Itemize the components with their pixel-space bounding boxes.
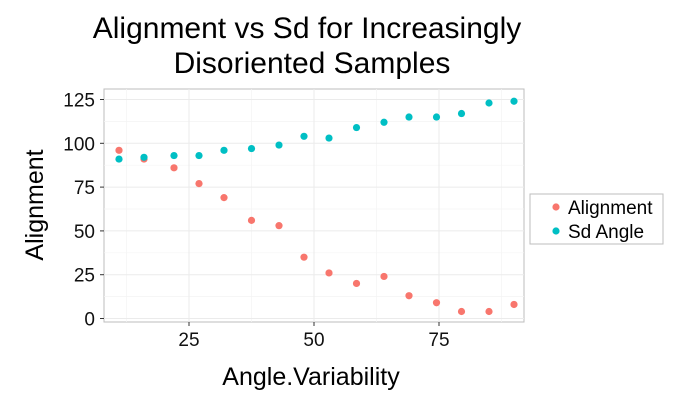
point-sd-angle <box>195 151 203 160</box>
legend-key-alignment <box>552 203 560 211</box>
point-sd-angle <box>170 151 178 160</box>
point-alignment <box>275 222 283 230</box>
point-alignment <box>485 307 493 316</box>
chart-title-line-2: Disoriented Samples <box>174 47 451 80</box>
point-alignment <box>457 307 466 316</box>
y-tick-label: 75 <box>74 178 95 199</box>
legend-label-sd-angle: Sd Angle <box>568 222 644 243</box>
x-axis-title: Angle.Variability <box>222 363 400 391</box>
chart-title-line-1: Alignment vs Sd for Increasingly <box>93 12 522 45</box>
legend-key-sd-angle <box>552 227 560 235</box>
point-sd-angle <box>405 113 413 121</box>
point-sd-angle <box>325 134 333 142</box>
y-tick-label: 0 <box>84 309 95 330</box>
point-sd-angle <box>380 118 388 126</box>
point-sd-angle <box>510 97 518 105</box>
point-alignment <box>247 216 256 224</box>
x-tick-label: 75 <box>428 330 449 351</box>
point-sd-angle <box>485 99 493 107</box>
y-tick-label: 100 <box>63 134 95 155</box>
point-sd-angle <box>352 123 361 132</box>
point-alignment <box>325 269 333 277</box>
grid <box>104 89 524 322</box>
point-alignment <box>352 279 361 288</box>
point-alignment <box>195 180 203 188</box>
point-alignment <box>170 164 178 172</box>
point-sd-angle <box>220 146 228 154</box>
point-alignment <box>115 146 123 154</box>
legend: Alignment Sd Angle <box>529 193 664 245</box>
y-axis-title: Alignment <box>21 149 49 260</box>
point-alignment <box>432 299 441 307</box>
data-points <box>115 97 518 316</box>
point-alignment <box>300 253 308 261</box>
point-sd-angle <box>300 132 308 140</box>
axis-ticks: 25 50 75 0 25 50 75 100 125 <box>63 91 449 351</box>
x-tick-label: 50 <box>303 330 324 351</box>
point-alignment <box>510 300 518 309</box>
point-alignment <box>405 292 413 300</box>
point-sd-angle <box>140 153 148 161</box>
point-alignment <box>380 272 388 281</box>
point-sd-angle <box>275 141 283 149</box>
point-alignment <box>220 194 228 202</box>
point-sd-angle <box>247 144 256 153</box>
y-tick-label: 25 <box>74 266 95 287</box>
point-sd-angle <box>457 109 466 118</box>
legend-label-alignment: Alignment <box>568 198 653 219</box>
point-sd-angle <box>432 113 441 121</box>
legend-box <box>529 193 664 245</box>
point-sd-angle <box>115 155 123 163</box>
y-tick-label: 50 <box>74 222 95 243</box>
x-tick-label: 25 <box>178 330 199 351</box>
y-tick-label: 125 <box>63 91 95 112</box>
